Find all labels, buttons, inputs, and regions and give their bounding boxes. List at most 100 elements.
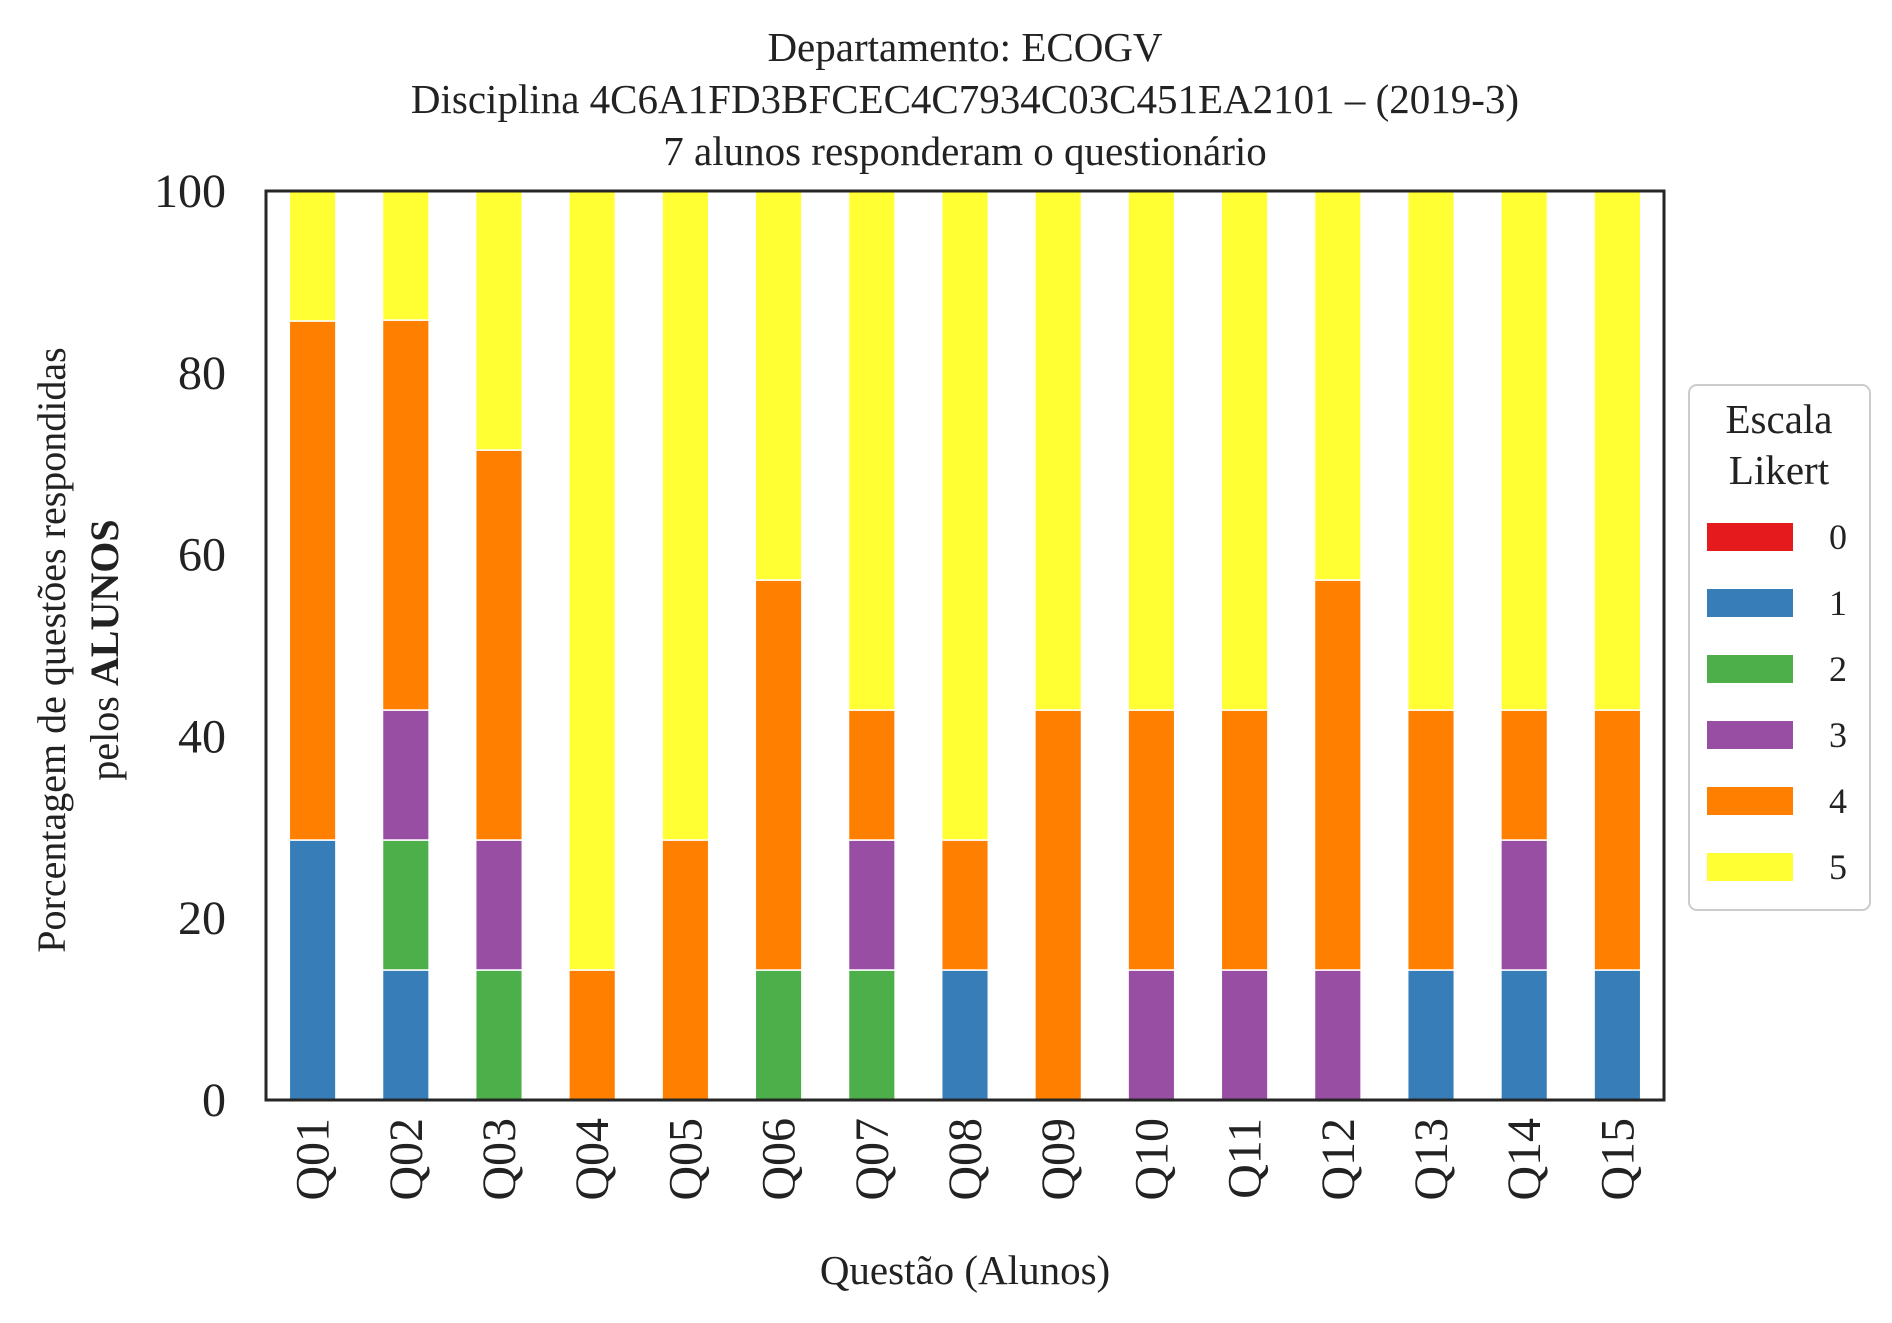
bar-q09-level-4 — [1034, 709, 1083, 1101]
bar-q09-level-5 — [1034, 190, 1083, 711]
bar-q10-level-4 — [1127, 709, 1176, 971]
bar-q01-level-4 — [288, 320, 337, 841]
bar-q10-level-5 — [1127, 190, 1176, 711]
bar-q11-level-3 — [1220, 969, 1269, 1101]
legend-items: 0 1 2 3 4 5 — [1707, 517, 1847, 887]
bar-q13-level-5 — [1406, 190, 1456, 711]
legend: Escala Likert 0 1 2 3 4 5 — [1688, 384, 1871, 911]
legend-label-3: 3 — [1829, 715, 1847, 755]
bar-q15-level-1 — [1593, 969, 1642, 1101]
plot-frame — [264, 189, 1666, 1102]
y-tick-label: 80 — [178, 347, 226, 400]
bar-q13-level-4 — [1406, 709, 1456, 971]
x-tick-label: Q01 — [287, 1118, 340, 1201]
x-tick-label: Q10 — [1125, 1118, 1178, 1201]
bar-q02-level-1 — [381, 969, 430, 1101]
bar-q08-level-4 — [940, 839, 990, 971]
bar-q08-level-1 — [940, 969, 990, 1101]
x-tick-label: Q04 — [566, 1118, 619, 1201]
bar-q12-level-4 — [1313, 579, 1362, 971]
bar-q02-level-2 — [381, 839, 430, 971]
bar-q06-level-5 — [754, 189, 803, 581]
chart-title: Departamento: ECOGV Disciplina 4C6A1FD3B… — [411, 24, 1519, 174]
x-tick-label: Q03 — [473, 1118, 526, 1201]
x-ticks: Q01 Q02 Q03 Q04 Q05 Q06 Q07 Q08 Q09 Q10 Q11 Q12 Q13 Q… — [287, 1118, 1645, 1201]
x-axis-label: Questão (Alunos) — [820, 1247, 1110, 1293]
legend-swatch-0 — [1707, 523, 1793, 551]
x-tick-label: Q11 — [1219, 1118, 1272, 1199]
bar-q04-level-5 — [568, 190, 617, 971]
bars — [288, 189, 1642, 1101]
y-tick-label: 100 — [154, 165, 226, 218]
bar-q14-level-1 — [1500, 969, 1549, 1101]
title-line-2: Disciplina 4C6A1FD3BFCEC4C7934C03C451EA2… — [411, 76, 1519, 122]
y-ticks: 0 20 40 60 80 100 — [154, 165, 226, 1127]
y-tick-label: 60 — [178, 529, 226, 582]
legend-label-5: 5 — [1829, 847, 1847, 887]
y-axis-label-prefix: pelos — [82, 686, 127, 780]
title-line-1: Departamento: ECOGV — [767, 24, 1162, 70]
bar-q11-level-4 — [1220, 709, 1269, 971]
bar-q02-level-4 — [381, 319, 430, 711]
legend-label-4: 4 — [1829, 781, 1847, 821]
legend-swatch-1 — [1707, 589, 1793, 617]
x-tick-label: Q14 — [1498, 1118, 1551, 1201]
legend-title-line-1: Escala — [1726, 396, 1833, 442]
legend-swatch-3 — [1707, 721, 1793, 749]
legend-label-0: 0 — [1829, 517, 1847, 557]
x-tick-label: Q05 — [659, 1118, 712, 1201]
legend-box — [1688, 384, 1871, 911]
x-tick-label: Q09 — [1032, 1118, 1085, 1201]
bar-q11-level-5 — [1220, 190, 1269, 711]
legend-swatch-5 — [1707, 853, 1793, 881]
bar-q05-level-5 — [661, 190, 710, 841]
bar-q06-level-4 — [754, 579, 803, 971]
legend-swatch-2 — [1707, 655, 1793, 683]
bar-q07-level-3 — [847, 839, 896, 971]
x-tick-label: Q12 — [1312, 1118, 1365, 1201]
bar-q04-level-4 — [568, 969, 617, 1101]
bar-q15-level-4 — [1593, 709, 1642, 971]
y-tick-label: 20 — [178, 892, 226, 945]
bar-q14-level-3 — [1500, 839, 1549, 971]
bar-q07-level-5 — [847, 190, 896, 711]
legend-swatch-4 — [1707, 787, 1793, 815]
bar-q03-level-2 — [474, 969, 524, 1101]
legend-label-2: 2 — [1829, 649, 1847, 689]
bar-q07-level-2 — [847, 969, 896, 1101]
title-line-3: 7 alunos responderam o questionário — [663, 128, 1266, 174]
x-tick-label: Q06 — [753, 1118, 806, 1201]
bar-q13-level-1 — [1406, 969, 1456, 1101]
legend-title-line-2: Likert — [1729, 447, 1830, 493]
bar-q07-level-4 — [847, 709, 896, 841]
x-tick-label: Q02 — [380, 1118, 433, 1201]
bar-q01-level-5 — [288, 190, 337, 322]
bar-q14-level-5 — [1500, 190, 1549, 711]
bar-q08-level-5 — [940, 190, 990, 841]
bar-q05-level-4 — [661, 839, 710, 1101]
y-axis-label-bold: ALUNOS — [82, 519, 127, 686]
bar-q12-level-3 — [1313, 969, 1362, 1101]
bar-q02-level-3 — [381, 709, 430, 841]
y-axis-label: Porcentagem de questões respondidas pelo… — [29, 347, 127, 952]
bar-q12-level-5 — [1313, 189, 1362, 581]
bar-q03-level-5 — [474, 189, 524, 451]
y-axis-label-line-1: Porcentagem de questões respondidas — [29, 347, 74, 952]
y-tick-label: 40 — [178, 710, 226, 763]
bar-q10-level-3 — [1127, 969, 1176, 1101]
y-tick-label: 0 — [202, 1074, 226, 1127]
bar-q01-level-1 — [288, 839, 337, 1101]
x-tick-label: Q08 — [939, 1118, 992, 1201]
x-tick-label: Q07 — [846, 1118, 899, 1201]
x-tick-label: Q13 — [1405, 1118, 1458, 1201]
x-tick-label: Q15 — [1591, 1118, 1644, 1201]
bar-q03-level-3 — [474, 839, 524, 971]
legend-label-1: 1 — [1829, 583, 1847, 623]
bar-q02-level-5 — [381, 189, 430, 321]
bar-q15-level-5 — [1593, 190, 1642, 711]
bar-q14-level-4 — [1500, 709, 1549, 841]
bar-q06-level-2 — [754, 969, 803, 1101]
y-axis-label-line-2: pelos ALUNOS — [82, 519, 127, 780]
bar-q03-level-4 — [474, 449, 524, 841]
